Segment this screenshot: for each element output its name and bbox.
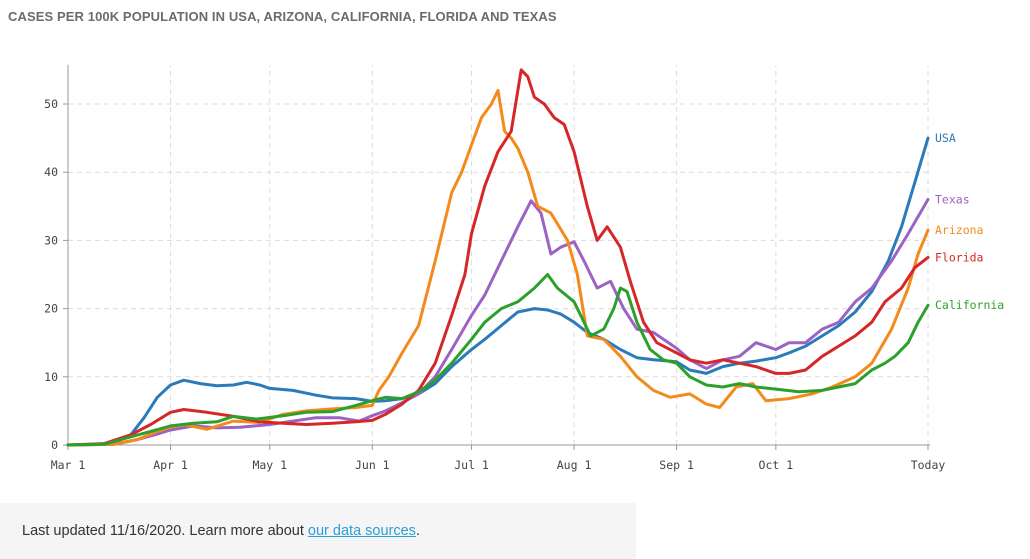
x-tick-label: Today	[911, 458, 946, 472]
x-tick-label: Sep 1	[659, 458, 694, 472]
footer-panel: Last updated 11/16/2020. Learn more abou…	[0, 503, 636, 559]
y-tick-label: 50	[44, 97, 58, 111]
footer-suffix: .	[415, 523, 420, 539]
series-label-texas: Texas	[935, 192, 970, 206]
series-line-florida	[66, 68, 930, 447]
x-tick-label: Jul 1	[454, 458, 489, 472]
y-tick-label: 0	[51, 438, 58, 452]
series-label-california: California	[935, 298, 1004, 312]
series-label-arizona: Arizona	[935, 223, 983, 237]
series-label-florida: Florida	[935, 250, 983, 264]
y-tick-label: 30	[44, 233, 58, 247]
y-tick-label: 40	[44, 165, 58, 179]
x-tick-label: May 1	[252, 458, 287, 472]
footer-prefix: Last updated 11/16/2020. Learn more abou…	[22, 523, 308, 539]
data-sources-link[interactable]: our data sources	[307, 523, 416, 539]
line-chart: 0 10 20 30 40 50 Mar 1 Apr 1 May 1 Jun 1 Jul 1 Aug …	[44, 64, 1004, 472]
x-tick-label: Jun 1	[355, 458, 390, 472]
x-tick-label: Apr 1	[153, 458, 188, 472]
chart-title: CASES PER 100K POPULATION IN USA, ARIZON…	[8, 9, 557, 24]
series-label-usa: USA	[935, 131, 956, 145]
x-tick-label: Aug 1	[557, 458, 592, 472]
x-tick-label: Mar 1	[51, 458, 86, 472]
y-tick-label: 20	[44, 302, 58, 316]
series-line-texas	[66, 198, 930, 447]
series-line-california	[66, 273, 930, 447]
y-tick-label: 10	[44, 370, 58, 384]
series-line-usa	[66, 136, 930, 447]
x-tick-label: Oct 1	[759, 458, 794, 472]
last-updated-text: Last updated 11/16/2020. Learn more abou…	[22, 523, 420, 539]
